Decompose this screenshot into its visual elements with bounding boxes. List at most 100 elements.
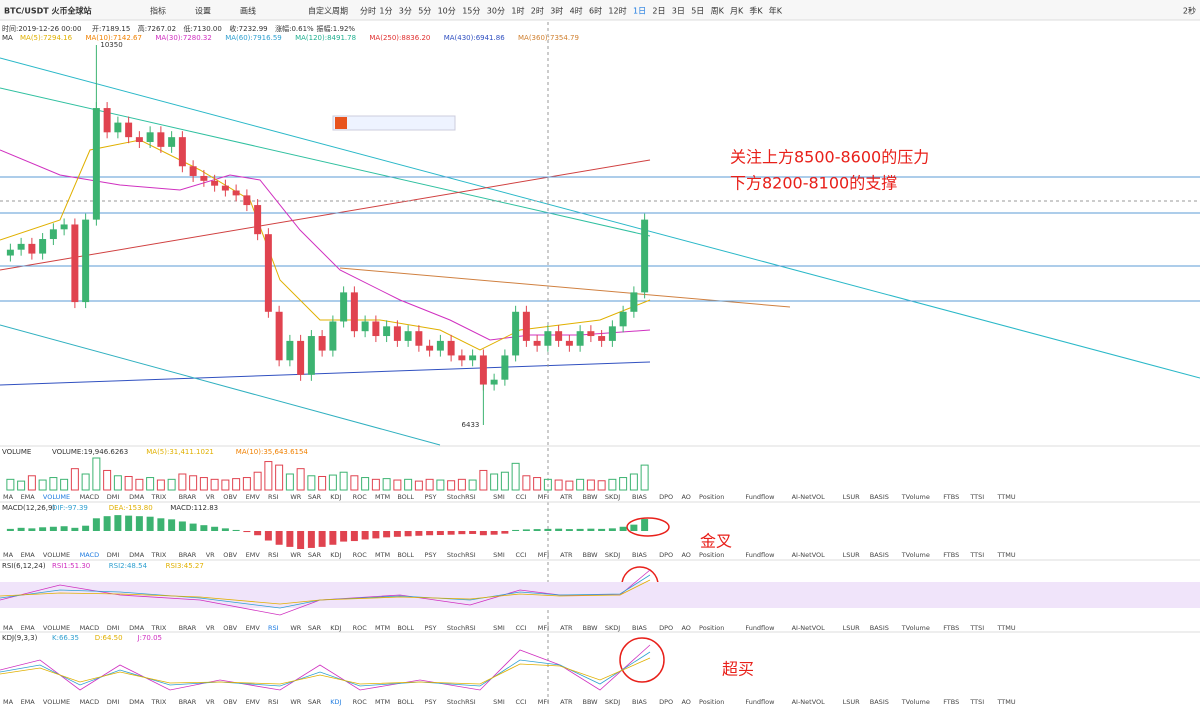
indicator-tab[interactable]: VR (206, 624, 215, 632)
indicator-tab[interactable]: MACD (80, 698, 99, 706)
indicator-tab[interactable]: MA (3, 698, 14, 706)
indicator-tab[interactable]: BOLL (397, 698, 414, 706)
indicator-tab[interactable]: MTM (375, 551, 390, 559)
indicator-tab[interactable]: MFI (538, 493, 549, 501)
indicator-tab[interactable]: BBW (583, 698, 599, 706)
indicator-tab[interactable]: VOLUME (43, 493, 70, 501)
indicator-tab[interactable]: SKDJ (605, 493, 620, 501)
indicator-tab[interactable]: EMV (246, 493, 261, 501)
indicator-tab[interactable]: Fundflow (745, 551, 775, 559)
indicator-tab[interactable]: Position (699, 624, 724, 632)
indicator-tab[interactable]: DPO (659, 624, 673, 632)
indicator-tab[interactable]: AI-NetVOL (792, 624, 826, 632)
tool-button[interactable]: 指标 (150, 6, 166, 16)
indicator-tab[interactable]: DPO (659, 493, 673, 501)
indicator-tab[interactable]: AO (681, 493, 690, 501)
indicator-tab[interactable]: CCI (515, 551, 526, 559)
indicator-tab[interactable]: KDJ (330, 551, 341, 559)
indicator-tab[interactable]: MTM (375, 698, 390, 706)
period-button[interactable]: 1分 (379, 7, 392, 16)
indicator-tab[interactable]: WR (290, 493, 301, 501)
indicator-tab[interactable]: SAR (308, 624, 322, 632)
indicator-tab[interactable]: SAR (308, 493, 322, 501)
indicator-tab[interactable]: BOLL (397, 493, 414, 501)
period-button[interactable]: 季K (749, 6, 763, 16)
indicator-tab[interactable]: WR (290, 551, 301, 559)
indicator-tab[interactable]: BASIS (870, 493, 889, 501)
period-button[interactable]: 4时 (570, 6, 583, 16)
indicator-tab[interactable]: SMI (493, 698, 505, 706)
indicator-tab[interactable]: MA (3, 624, 14, 632)
indicator-tab[interactable]: AI-NetVOL (792, 551, 826, 559)
indicator-tab[interactable]: ATR (560, 493, 573, 501)
indicator-tab[interactable]: AI-NetVOL (792, 698, 826, 706)
indicator-tab[interactable]: StochRSI (447, 493, 476, 501)
indicator-tab[interactable]: StochRSI (447, 624, 476, 632)
indicator-tab[interactable]: FTBS (943, 698, 959, 706)
indicator-tab[interactable]: MTM (375, 624, 390, 632)
indicator-tab[interactable]: TRIX (150, 698, 166, 706)
indicator-tab[interactable]: MACD (80, 551, 99, 559)
indicator-tab[interactable]: TRIX (150, 551, 166, 559)
period-button[interactable]: 12时 (608, 6, 626, 16)
drawing-toolbar[interactable] (332, 115, 456, 131)
indicator-tab[interactable]: EMV (246, 624, 261, 632)
period-button[interactable]: 6时 (589, 6, 602, 16)
period-button[interactable]: 30分 (487, 7, 505, 16)
indicator-tab[interactable]: Position (699, 698, 724, 706)
indicator-tab[interactable]: BBW (583, 624, 599, 632)
indicator-tab[interactable]: StochRSI (447, 698, 476, 706)
indicator-tab[interactable]: SMI (493, 624, 505, 632)
indicator-tab[interactable]: SAR (308, 551, 322, 559)
indicator-tab[interactable]: RSI (268, 493, 279, 501)
indicator-tab[interactable]: SKDJ (605, 698, 620, 706)
period-button[interactable]: 5分 (418, 7, 431, 16)
indicator-tab[interactable]: BBW (583, 493, 599, 501)
indicator-tab[interactable]: TRIX (150, 624, 166, 632)
period-button[interactable]: 3分 (399, 7, 412, 16)
indicator-tab[interactable]: ATR (560, 551, 573, 559)
period-button[interactable]: 周K (711, 7, 725, 16)
indicator-tab[interactable]: DMA (129, 493, 145, 501)
indicator-tab[interactable]: TTMU (996, 551, 1015, 559)
indicator-tab[interactable]: LSUR (843, 551, 861, 559)
indicator-tab[interactable]: RSI (268, 624, 279, 632)
indicator-tab[interactable]: BRAR (179, 493, 197, 501)
indicator-tab[interactable]: BASIS (870, 698, 889, 706)
indicator-tab[interactable]: AO (681, 551, 690, 559)
indicator-tab[interactable]: DMA (129, 698, 145, 706)
indicator-tab[interactable]: SMI (493, 493, 505, 501)
indicator-tab[interactable]: AO (681, 624, 690, 632)
indicator-tab[interactable]: TVolume (901, 493, 930, 501)
indicator-tab[interactable]: ATR (560, 624, 573, 632)
period-button[interactable]: 3时 (550, 6, 563, 16)
indicator-tab[interactable]: DMA (129, 624, 145, 632)
indicator-tab[interactable]: TVolume (901, 698, 930, 706)
indicator-tab[interactable]: VOLUME (43, 698, 70, 706)
indicator-tab[interactable]: MFI (538, 624, 549, 632)
indicator-tab[interactable]: PSY (424, 493, 436, 501)
indicator-tab[interactable]: TTMU (996, 624, 1015, 632)
indicator-tab[interactable]: VR (206, 698, 215, 706)
indicator-tab[interactable]: MFI (538, 551, 549, 559)
indicator-tab[interactable]: EMV (246, 698, 261, 706)
indicator-tab[interactable]: TTSI (969, 493, 984, 501)
indicator-tab[interactable]: CCI (515, 624, 526, 632)
indicator-tab[interactable]: OBV (223, 624, 237, 632)
period-button[interactable]: 2日 (652, 7, 665, 16)
indicator-tab[interactable]: FTBS (943, 624, 959, 632)
period-button[interactable]: 15分 (462, 7, 480, 16)
indicator-tab[interactable]: BIAS (632, 551, 647, 559)
indicator-tab[interactable]: MTM (375, 493, 390, 501)
indicator-tab[interactable]: DMA (129, 551, 145, 559)
indicator-tab[interactable]: Fundflow (745, 698, 775, 706)
indicator-tab[interactable]: TTMU (996, 698, 1015, 706)
indicator-tab[interactable]: SMI (493, 551, 505, 559)
indicator-tab[interactable]: Position (699, 493, 724, 501)
indicator-tab[interactable]: BASIS (870, 551, 889, 559)
indicator-tab[interactable]: ROC (353, 551, 368, 559)
indicator-tab[interactable]: DMI (107, 551, 120, 559)
indicator-tab[interactable]: CCI (515, 493, 526, 501)
indicator-tab[interactable]: WR (290, 624, 301, 632)
indicator-tab[interactable]: VOLUME (43, 624, 70, 632)
